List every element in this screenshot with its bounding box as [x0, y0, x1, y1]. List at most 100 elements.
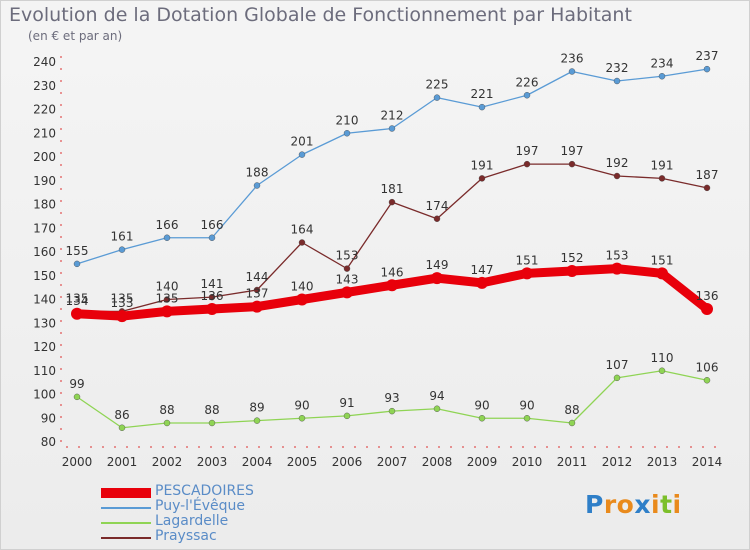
data-label: 110: [651, 351, 674, 365]
data-point: [341, 286, 353, 299]
logo-letter: P: [585, 490, 604, 519]
data-point: [478, 103, 486, 111]
x-tick-label: 2006: [332, 455, 363, 469]
logo-letter: o: [616, 490, 635, 519]
data-point: [433, 94, 441, 101]
data-point: [388, 407, 396, 415]
data-point: [298, 239, 306, 246]
data-point: [73, 260, 81, 268]
legend-swatch: [101, 488, 151, 498]
data-label: 90: [519, 398, 534, 412]
data-point: [701, 303, 713, 315]
chart-title: Evolution de la Dotation Globale de Fonc…: [9, 4, 632, 26]
logo-letter: i: [651, 490, 661, 519]
data-label: 237: [696, 49, 719, 63]
data-label: 88: [204, 403, 219, 417]
data-point: [566, 265, 578, 277]
data-label: 166: [156, 218, 179, 232]
data-point: [613, 172, 621, 180]
data-point: [298, 415, 306, 422]
data-label: 88: [564, 403, 579, 417]
data-label: 197: [561, 144, 584, 158]
x-tick-label: 2000: [62, 455, 93, 469]
legend-label: PESCADOIRES: [155, 483, 254, 499]
y-tick-label: 240: [33, 55, 56, 69]
x-tick-label: 2011: [557, 455, 588, 469]
data-label: 151: [651, 253, 674, 267]
data-point: [478, 175, 486, 182]
data-point: [386, 279, 398, 292]
data-point: [343, 265, 351, 272]
data-label: 135: [156, 291, 179, 305]
series-prayssac: [73, 160, 711, 315]
data-label: 192: [606, 156, 629, 170]
data-point: [208, 419, 216, 427]
x-tick-label: 2013: [647, 455, 678, 469]
data-point: [658, 367, 666, 374]
series-layer: [71, 65, 713, 431]
data-label: 187: [696, 168, 719, 182]
data-label: 90: [474, 398, 489, 412]
data-point: [253, 417, 261, 424]
data-label: 153: [336, 249, 359, 263]
legend-label: Lagardelle: [155, 513, 229, 529]
y-tick-label: 120: [33, 340, 56, 354]
data-label: 236: [561, 52, 584, 66]
data-label: 107: [606, 358, 629, 372]
data-point: [343, 412, 351, 420]
data-label: 133: [111, 296, 134, 310]
data-point: [476, 276, 488, 289]
data-label: 153: [606, 249, 629, 263]
data-point: [163, 296, 171, 303]
series-lagardelle: [73, 367, 711, 431]
data-label: 152: [561, 251, 584, 265]
data-label: 149: [426, 258, 449, 272]
data-point: [523, 92, 531, 99]
legend-swatch: [101, 537, 151, 539]
data-label: 225: [426, 78, 449, 92]
data-label: 88: [159, 403, 174, 417]
data-label: 140: [156, 280, 179, 294]
y-tick-label: 180: [33, 198, 56, 212]
data-label: 188: [246, 166, 269, 180]
data-label: 89: [249, 401, 264, 415]
data-label: 137: [246, 287, 269, 301]
x-tick-label: 2012: [602, 455, 633, 469]
x-tick-label: 2004: [242, 455, 273, 469]
data-point: [656, 267, 668, 280]
data-point: [163, 419, 171, 427]
legend-label: Prayssac: [155, 528, 217, 544]
x-tick-label: 2010: [512, 455, 543, 469]
x-tick-label: 2007: [377, 455, 408, 469]
data-label: 135: [111, 291, 134, 305]
legend-label: Puy-l'Évêque: [155, 498, 246, 514]
y-tick-label: 140: [33, 293, 56, 307]
data-label: 210: [336, 113, 359, 127]
data-label: 181: [381, 182, 404, 196]
data-label: 232: [606, 61, 629, 75]
data-point: [253, 286, 261, 294]
x-tick-label: 2009: [467, 455, 498, 469]
data-point: [521, 267, 533, 280]
data-point: [73, 393, 81, 401]
data-point: [523, 415, 531, 422]
y-tick-label: 190: [33, 174, 56, 188]
data-label: 91: [339, 396, 354, 410]
y-tick-label: 110: [33, 364, 56, 378]
data-label: 144: [246, 270, 269, 284]
data-point: [253, 182, 261, 189]
data-point: [388, 198, 396, 206]
data-point: [568, 160, 576, 168]
y-tick-label: 130: [33, 316, 56, 330]
logo-letter: x: [634, 490, 651, 519]
data-label: 201: [291, 135, 314, 149]
data-point: [298, 151, 306, 158]
data-point: [703, 184, 711, 192]
logo-letter: i: [672, 490, 682, 519]
data-point: [208, 234, 216, 241]
data-label: 164: [291, 223, 314, 237]
data-point: [478, 415, 486, 422]
y-tick-label: 210: [33, 126, 56, 140]
data-point: [611, 262, 623, 275]
